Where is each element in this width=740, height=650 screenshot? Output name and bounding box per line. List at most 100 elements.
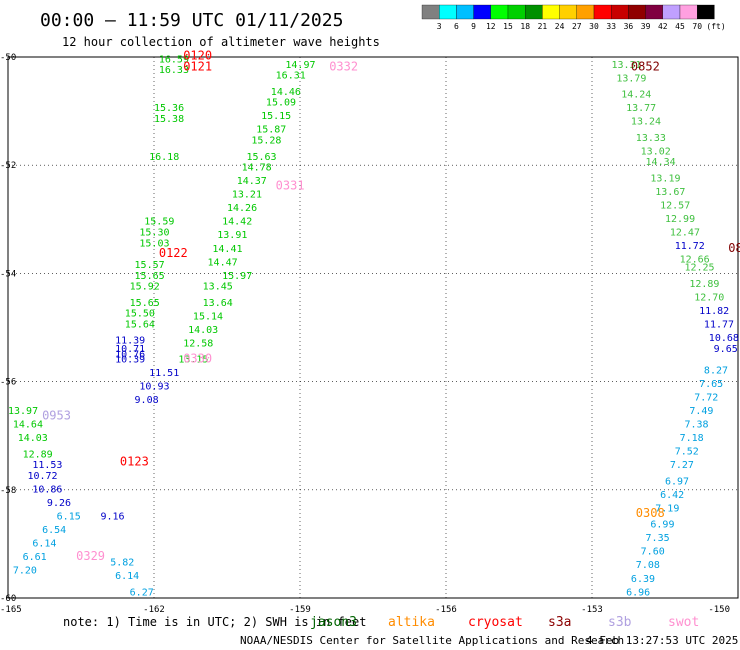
swh-value: 8.27 — [704, 365, 728, 376]
x-tick-label: -153 — [581, 605, 603, 615]
swh-value: 13.77 — [626, 103, 656, 114]
color-scale-legend: 3 6 9 12 15 18 21 24 27 30 33 36 39 42 45 70 (ft) — [421, 4, 726, 31]
swh-value: 14.64 — [13, 420, 43, 431]
color-swatch — [628, 4, 646, 20]
color-swatch — [542, 4, 560, 20]
swh-value: 15.14 — [193, 311, 223, 322]
satellite-legend: jason3 altika cryosat s3a s3b swot — [310, 615, 699, 630]
swh-value: 15.87 — [256, 125, 286, 136]
x-tick-label: -165 — [0, 605, 22, 615]
swh-value: 14.34 — [646, 157, 676, 168]
pass-time-label: 0331 — [276, 179, 305, 193]
footer-note: note: 1) Time is in UTC; 2) SWH is in fe… — [63, 615, 366, 629]
swh-value: 11.77 — [704, 320, 734, 331]
swh-value: 12.57 — [660, 200, 690, 211]
swh-value: 7.65 — [699, 379, 723, 390]
swh-value: 15.03 — [139, 238, 169, 249]
footer-credit: NOAA/NESDIS Center for Satellite Applica… — [240, 634, 624, 647]
color-swatch — [662, 4, 681, 20]
swh-value: 15.50 — [125, 309, 155, 320]
satellite-name: swot — [668, 615, 699, 630]
swh-value: 11.39 — [115, 336, 145, 347]
swh-value: 14.42 — [222, 217, 252, 228]
swh-value: 6.27 — [130, 587, 154, 598]
y-tick-label: -50 — [0, 53, 16, 63]
chart-title: 00:00 – 11:59 UTC 01/11/2025 — [40, 10, 343, 31]
swh-value: 6.54 — [42, 525, 66, 536]
swh-value: 11.82 — [699, 306, 729, 317]
color-tick-label: 45 — [675, 22, 685, 31]
color-swatch — [679, 4, 698, 20]
pass-time-label: 0852 — [631, 60, 660, 74]
swh-value: 16.59 — [159, 54, 189, 65]
swh-value: 9.26 — [47, 498, 71, 509]
swh-value: 7.52 — [675, 447, 699, 458]
satellite-name: jason3 — [310, 615, 357, 630]
swh-value: 7.20 — [13, 566, 37, 577]
swh-value: 13.45 — [203, 282, 233, 293]
color-tick-label: 70 — [692, 22, 702, 31]
swh-value: 10.68 — [709, 333, 739, 344]
color-tick-label: 18 — [520, 22, 530, 31]
color-tick-label: 3 — [437, 22, 442, 31]
swh-value: 6.14 — [32, 539, 56, 550]
swh-value: 14.46 — [271, 87, 301, 98]
swh-value: 14.47 — [208, 257, 238, 268]
pass-time-label: 085 — [728, 241, 740, 255]
color-tick-label: 36 — [624, 22, 634, 31]
swh-value: 14.03 — [18, 433, 48, 444]
swh-value: 14.97 — [285, 60, 315, 71]
swh-value: 15.30 — [139, 228, 169, 239]
x-axis-ticks: -165 -162 -159 -156 -153 -150 — [0, 605, 730, 615]
swh-value: 13.19 — [650, 173, 680, 184]
swh-value: 12.66 — [680, 255, 710, 266]
swh-value: 7.27 — [670, 460, 694, 471]
swh-value: 13.64 — [203, 298, 233, 309]
satellite-name: s3a — [548, 615, 571, 630]
swh-value: 15.15 — [261, 111, 291, 122]
swh-value: 7.72 — [694, 393, 718, 404]
pass-time-label: 0330 — [183, 352, 212, 366]
swh-value: 15.97 — [222, 271, 252, 282]
swh-value: 11.53 — [32, 460, 62, 471]
color-tick-label: 21 — [538, 22, 548, 31]
pass-time-label: 0953 — [42, 408, 71, 422]
color-swatch — [421, 4, 440, 20]
pass-time-label: 0123 — [120, 454, 149, 468]
swh-value: 13.67 — [655, 187, 685, 198]
pass-time-label: 0308 — [636, 506, 665, 520]
swh-value: 12.89 — [689, 279, 719, 290]
swh-value: 13.02 — [641, 146, 671, 157]
swh-value: 7.08 — [636, 560, 660, 571]
color-tick-label: 39 — [641, 22, 651, 31]
color-swatch — [576, 4, 595, 20]
swh-value: 15.64 — [125, 320, 155, 331]
color-swatch — [439, 4, 457, 20]
color-swatch — [525, 4, 543, 20]
swh-value: 10.93 — [139, 382, 169, 393]
swh-value: 7.19 — [655, 503, 679, 514]
swh-value: 7.38 — [684, 420, 708, 431]
color-tick-label: 42 — [658, 22, 668, 31]
swh-value: 14.41 — [212, 244, 242, 255]
swh-value: 10.39 — [115, 355, 145, 366]
swh-value: 10.76 — [115, 349, 145, 360]
footer-timestamp: 4 Feb 13:27:53 UTC 2025 — [586, 634, 738, 647]
color-tick-label: 12 — [486, 22, 496, 31]
swh-value: 7.49 — [689, 406, 713, 417]
x-tick-label: -162 — [143, 605, 165, 615]
swh-value: 6.42 — [660, 490, 684, 501]
y-tick-label: -52 — [0, 161, 16, 171]
color-tick-label: 6 — [454, 22, 459, 31]
swh-value: 12.99 — [665, 214, 695, 225]
swh-value: 11.72 — [675, 241, 705, 252]
color-tick-label: 27 — [572, 22, 582, 31]
gridlines — [8, 57, 738, 598]
x-tick-label: -156 — [435, 605, 457, 615]
swh-value: 13.31 — [611, 60, 641, 71]
color-swatch — [611, 4, 629, 20]
swh-value: 15.92 — [130, 282, 160, 293]
color-swatch — [456, 4, 474, 20]
